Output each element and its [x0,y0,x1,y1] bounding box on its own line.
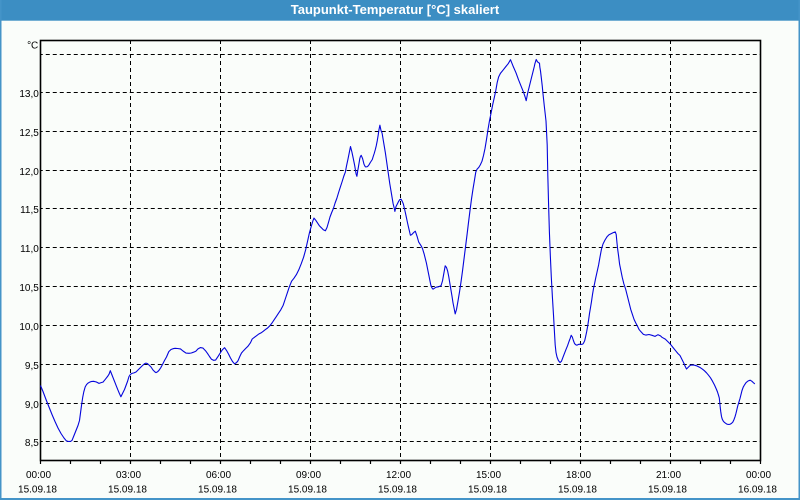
svg-text:9,5: 9,5 [25,361,39,372]
svg-text:15.09.18: 15.09.18 [378,485,417,496]
svg-text:10,0: 10,0 [19,322,39,333]
svg-text:10,5: 10,5 [19,283,39,294]
svg-text:13,0: 13,0 [19,89,39,100]
svg-text:03:00: 03:00 [116,470,141,481]
svg-text:06:00: 06:00 [206,470,231,481]
svg-text:00:00: 00:00 [746,470,771,481]
svg-text:15:00: 15:00 [476,470,501,481]
svg-text:15.09.18: 15.09.18 [648,485,687,496]
svg-text:11,0: 11,0 [20,244,39,255]
svg-text:21:00: 21:00 [656,470,681,481]
svg-text:18:00: 18:00 [566,470,591,481]
svg-text:12,0: 12,0 [19,167,39,178]
svg-text:15.09.18: 15.09.18 [288,485,327,496]
svg-text:09:00: 09:00 [296,470,321,481]
svg-text:15.09.18: 15.09.18 [18,485,57,496]
svg-text:12,5: 12,5 [19,128,39,139]
svg-text:15.09.18: 15.09.18 [198,485,237,496]
svg-text:9,0: 9,0 [25,400,39,411]
svg-text:11,5: 11,5 [20,205,39,216]
svg-text:Taupunkt-Temperatur [°C] skali: Taupunkt-Temperatur [°C] skaliert [291,2,500,17]
svg-text:16.09.18: 16.09.18 [738,485,777,496]
svg-text:°C: °C [27,41,38,52]
svg-text:15.09.18: 15.09.18 [558,485,597,496]
svg-text:12:00: 12:00 [386,470,411,481]
svg-text:8,5: 8,5 [25,438,39,449]
svg-text:00:00: 00:00 [26,470,51,481]
svg-text:15.09.18: 15.09.18 [108,485,147,496]
svg-text:15.09.18: 15.09.18 [468,485,507,496]
